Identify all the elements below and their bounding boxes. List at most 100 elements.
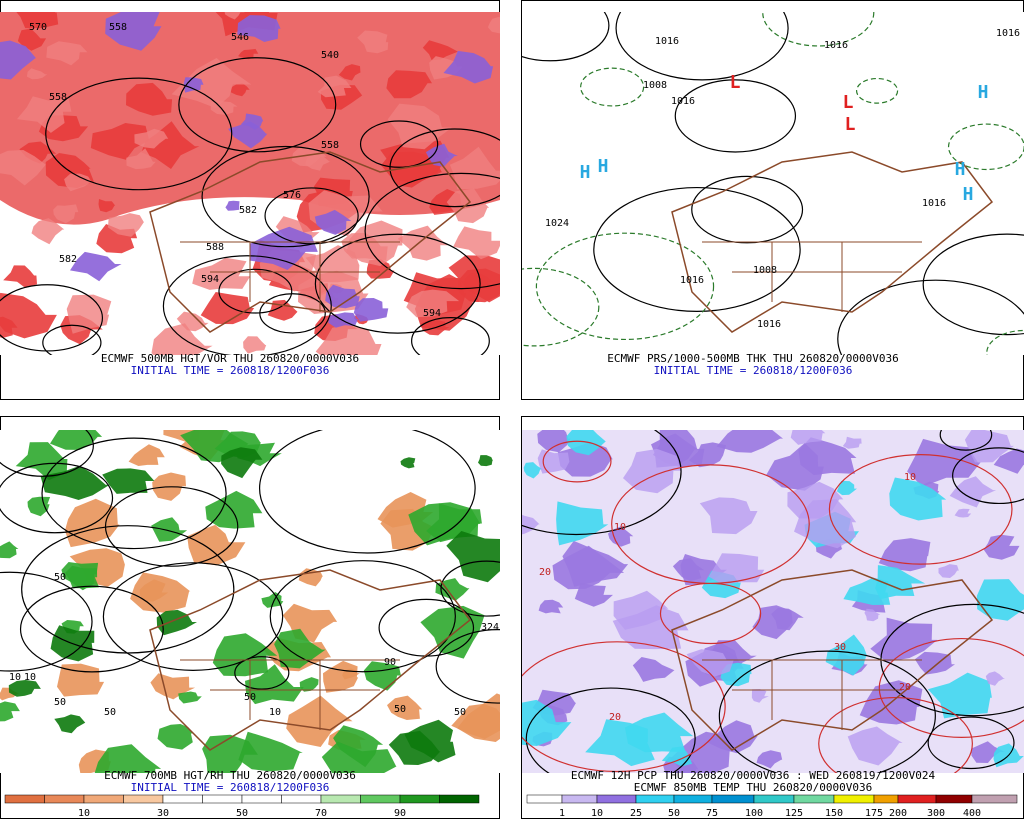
contour [0,430,94,477]
shaded-area [976,579,1024,621]
shaded-area [566,430,606,456]
colorbar-segment [635,794,675,804]
shaded-area [608,526,634,547]
colorbar-segment [83,794,124,804]
map-label: 20 [539,567,551,578]
map-label: 1016 [922,198,946,209]
contour [922,233,1024,336]
panel: 10 20 20 30 10 20 ECMWF 12H PCP THU 260820/000… [521,416,1024,819]
colorbar-label: 90 [394,808,406,819]
colorbar-label: 100 [745,808,763,819]
shaded-area [243,336,267,354]
shaded-area [134,128,169,149]
map-label: 50 [54,572,66,583]
colorbar-label: 25 [630,808,642,819]
shaded-area [847,726,903,766]
caption: ECMWF 12H PCP THU 260820/0000V036 : WED … [571,769,936,782]
colorbar-segment [320,794,361,804]
shaded-area [522,699,572,746]
subcaption: INITIAL TIME = 260818/1200F036 [131,364,330,377]
contour [522,12,610,62]
shaded-area [446,531,500,583]
colorbar-segment [833,794,875,804]
shaded-area [387,695,423,720]
map-label: 1016 [757,319,781,330]
colorbar-segment [360,794,401,804]
map-label: 1016 [655,36,679,47]
shaded-area [267,299,298,321]
contour [855,77,899,104]
contour [939,430,993,451]
shaded-area [0,687,20,701]
shaded-area [126,82,173,116]
shaded-area [751,689,769,703]
shaded-area [449,146,500,190]
shaded-area [686,649,734,677]
colorbar-segment [971,794,1018,804]
contour [927,716,1015,770]
contour [837,279,1024,355]
shaded-area [16,12,59,29]
shaded-area [983,534,1020,560]
shaded-area [228,121,268,149]
contour [593,186,801,312]
map-label: 10 [9,672,21,683]
shaded-area [400,457,416,469]
shaded-area [237,15,281,42]
shaded-area [27,496,51,517]
contour [389,128,500,208]
shaded-area [661,746,693,767]
shaded-area [448,255,500,303]
map-label: L [730,72,741,93]
colorbar-label: 75 [706,808,718,819]
contour [45,77,233,191]
map-label: 10 [269,707,281,718]
shaded-area [632,657,675,682]
colorbar-segment [561,794,598,804]
contour [259,430,476,554]
shaded-area [26,68,48,80]
shaded-area [317,75,352,98]
shaded-area [261,592,284,608]
shaded-area [0,150,46,186]
contour [580,67,645,107]
panel: 50 10 50 90 50 10 50 50 10 50 324 ECMWF 700MB HGT/R… [0,416,500,819]
shaded-area [274,628,326,669]
borders [702,241,922,312]
shaded-area [453,226,500,260]
caption: ECMWF 500MB HGT/VOR THU 260820/0000V036 [101,352,359,365]
colorbar-segment [202,794,243,804]
shaded-area [171,58,252,109]
colorbar-label: 150 [825,808,843,819]
map-label: 20 [899,682,911,693]
map-label: 50 [104,707,116,718]
colorbar-segment [711,794,755,804]
contour [21,525,235,654]
contour [674,79,797,153]
shaded-area [90,123,150,160]
shaded-area [552,545,625,590]
map-label: 558 [49,92,67,103]
shaded-area [889,477,947,521]
contour [762,12,875,47]
shaded-area [224,12,245,20]
colorbar-segment [123,794,164,804]
colorbar-segment [281,794,322,804]
shaded-area [537,430,571,453]
map-label: H [963,184,974,205]
colorbar-segment [935,794,973,804]
colorbar-segment [596,794,637,804]
shaded-area [0,701,20,722]
shaded-area [357,30,389,54]
contour [0,284,104,352]
shaded-area [864,608,881,622]
map-label: 10 [24,672,36,683]
shaded-area [15,442,68,481]
contour [691,175,804,244]
shaded-area [315,324,382,355]
shaded-area [825,634,868,676]
shaded-area [574,582,613,607]
subcaption: INITIAL TIME = 260818/1200F036 [654,364,853,377]
contour [818,696,973,773]
